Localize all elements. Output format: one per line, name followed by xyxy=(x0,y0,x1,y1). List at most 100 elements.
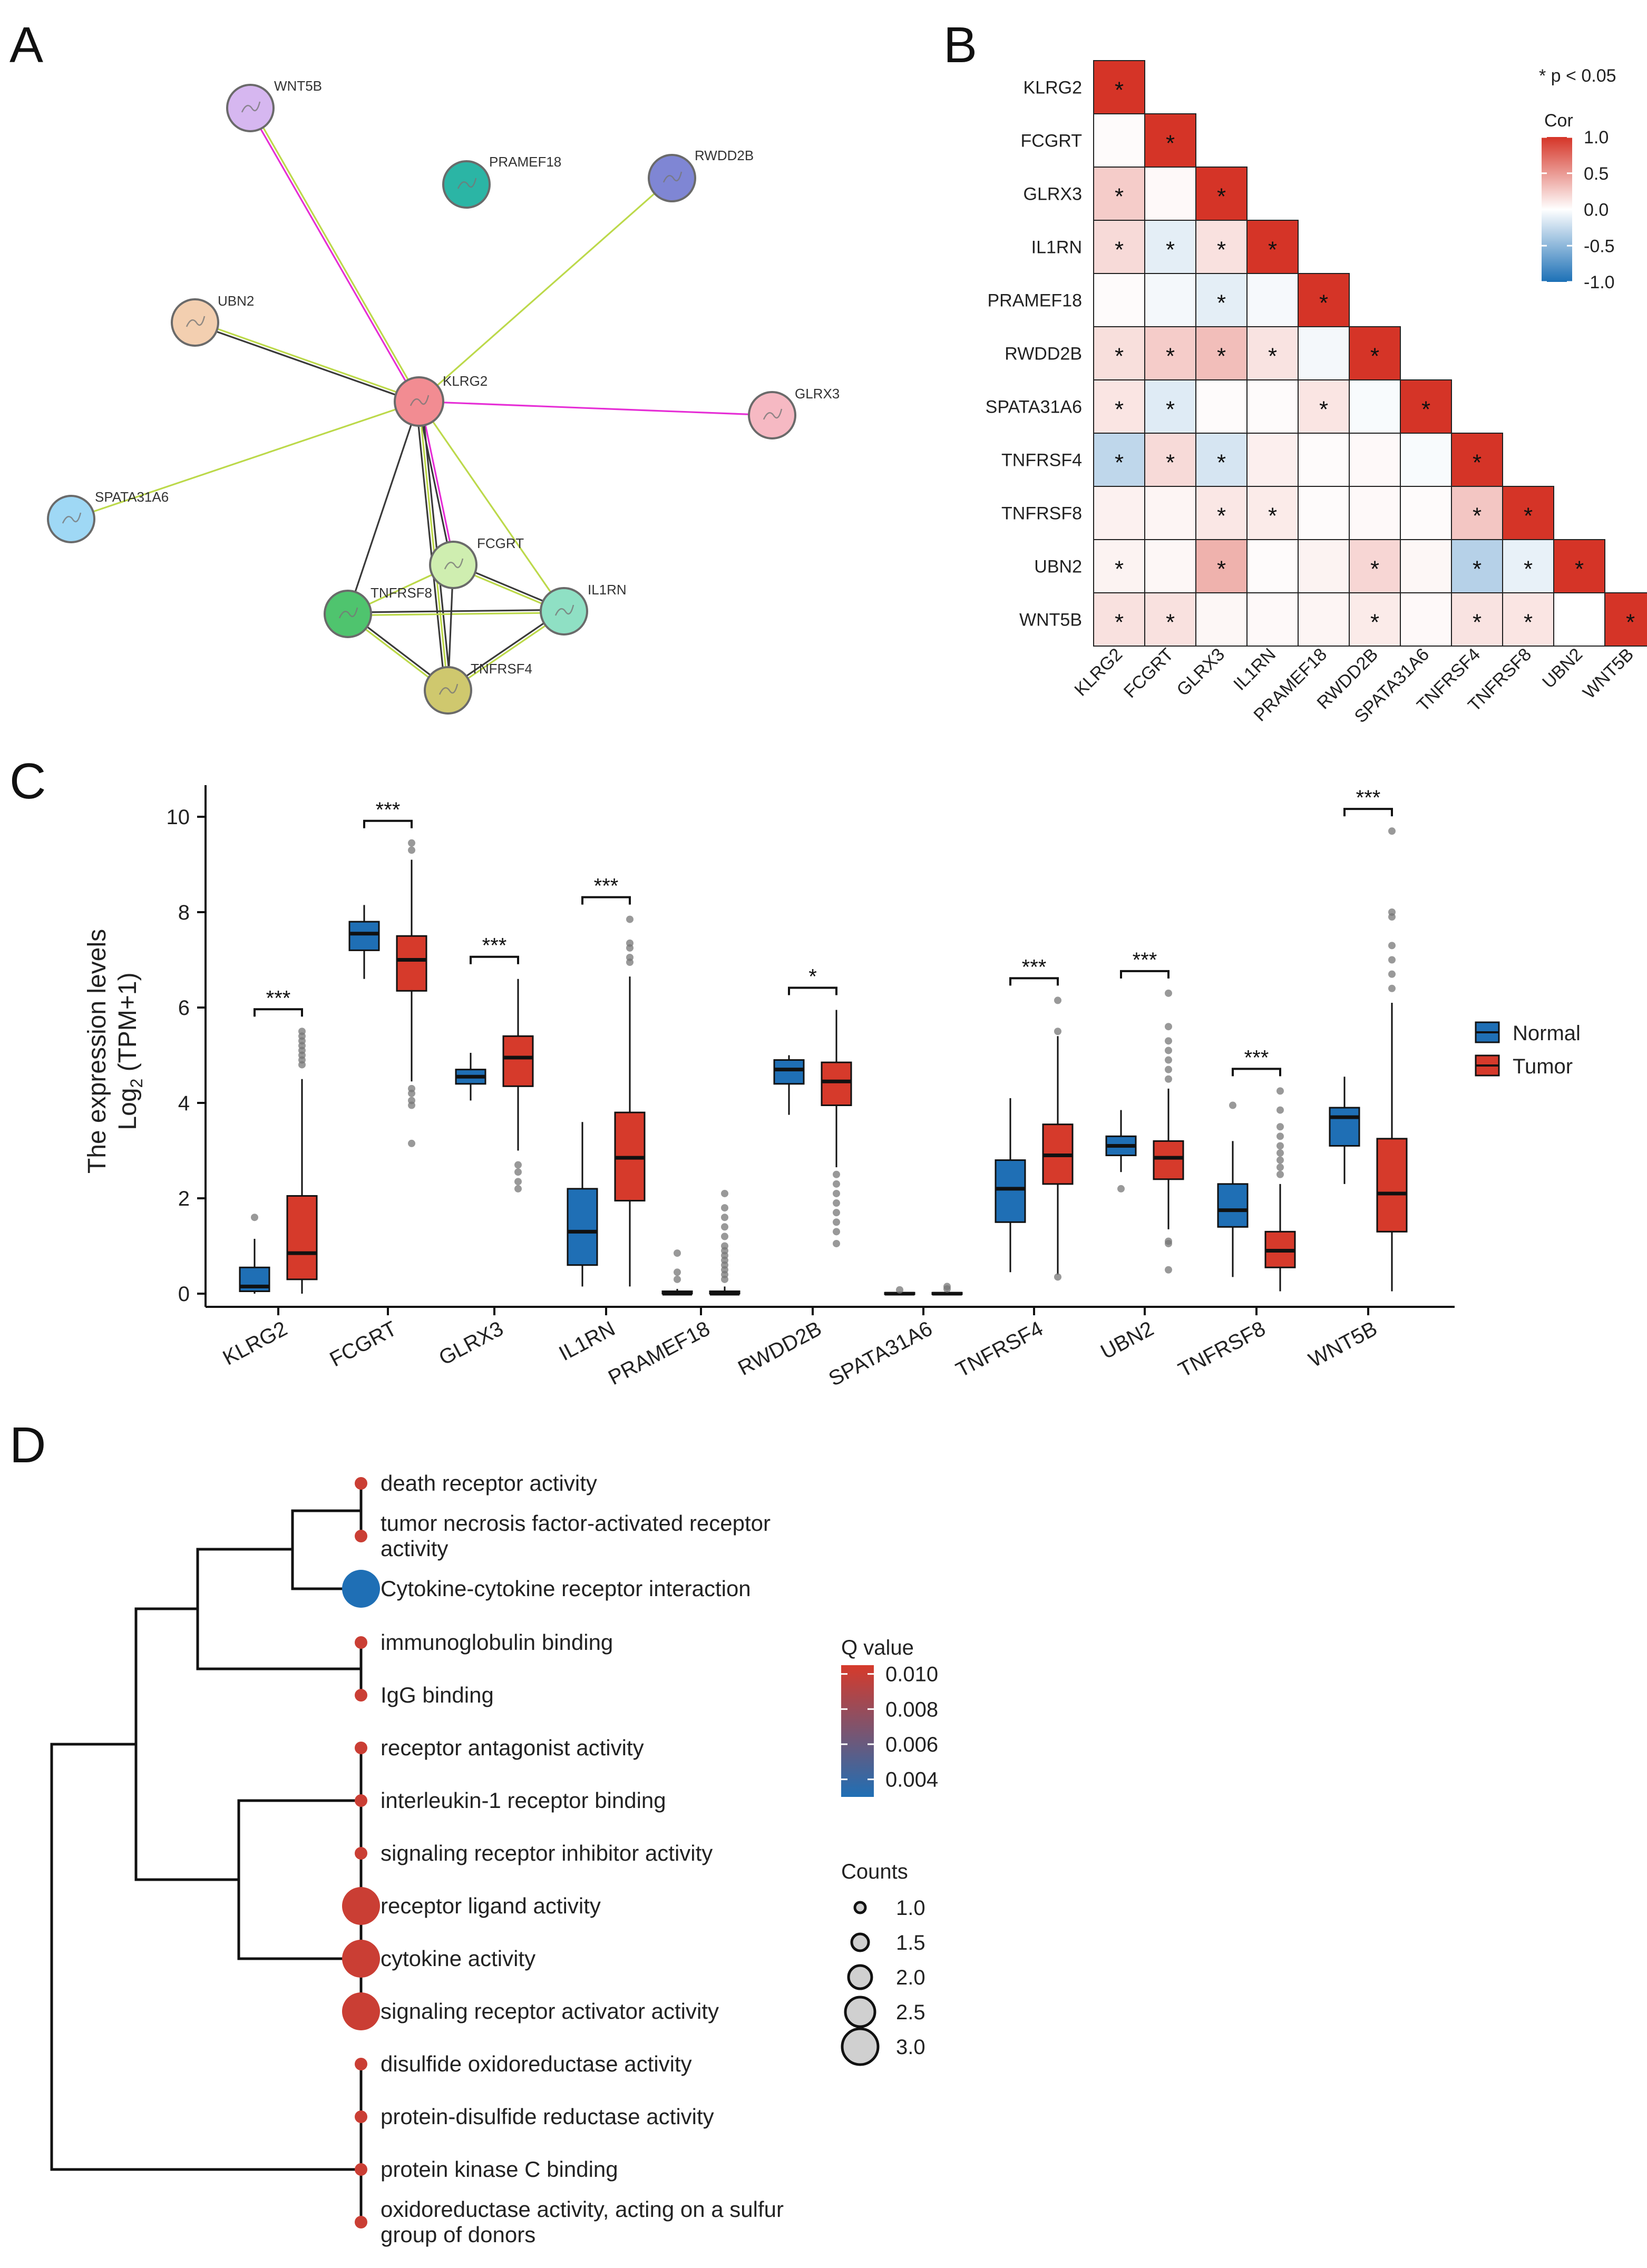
significance-star: * xyxy=(1166,131,1175,157)
outlier-point xyxy=(626,915,634,923)
box-normal xyxy=(773,1059,805,1085)
outlier-point xyxy=(833,1239,840,1247)
heatmap-cell xyxy=(1246,433,1299,487)
network-edge xyxy=(418,400,773,416)
heatmap-cell xyxy=(1349,379,1401,434)
term-point xyxy=(342,1992,380,2030)
term-label: cytokine activity xyxy=(381,1946,535,1971)
significance-star: * xyxy=(1524,556,1533,582)
outlier-point xyxy=(833,1228,840,1236)
significance-star: * xyxy=(1115,397,1124,423)
outlier-point xyxy=(1117,1185,1125,1192)
counts-legend-circle xyxy=(853,1901,867,1914)
outlier-point xyxy=(833,1209,840,1217)
x-tick-label: RWDD2B xyxy=(734,1317,825,1380)
network-node-label: RWDD2B xyxy=(695,148,754,163)
outlier-point xyxy=(1388,908,1396,916)
network-edge xyxy=(195,320,420,401)
significance-star: * xyxy=(1217,237,1226,263)
significance-star: * xyxy=(1115,556,1124,582)
network-edge xyxy=(418,177,673,403)
term-label: protein-disulfide reductase activity xyxy=(381,2104,714,2129)
significance-star: * xyxy=(1473,503,1482,529)
term-label: Cytokine-cytokine receptor interaction xyxy=(381,1576,751,1601)
panel-label-a: A xyxy=(9,17,43,73)
outlier-point xyxy=(1054,1273,1061,1281)
term-label: tumor necrosis factor-activated receptor xyxy=(381,1511,771,1536)
heatmap-cell xyxy=(1246,379,1299,434)
outlier-point xyxy=(1276,1123,1284,1131)
term-label: death receptor activity xyxy=(381,1471,597,1495)
q-colorbar xyxy=(841,1665,874,1797)
significance-bracket xyxy=(363,819,413,828)
significance-star: * xyxy=(1217,503,1226,529)
y-tick-label: 0 xyxy=(178,1283,190,1306)
significance-star: * xyxy=(1217,344,1226,369)
panel-label-d: D xyxy=(9,1417,46,1473)
significance-star: * xyxy=(1268,237,1277,263)
outlier-point xyxy=(251,1214,258,1221)
significance-star: * xyxy=(1370,344,1379,369)
x-tick-label: SPATA31A6 xyxy=(825,1317,936,1391)
counts-legend-circle xyxy=(844,1996,876,2028)
heatmap-cell xyxy=(1195,379,1248,434)
outlier-point xyxy=(1229,1101,1236,1109)
outlier-point xyxy=(674,1268,681,1276)
outlier-point xyxy=(408,1101,415,1109)
heatmap-row-label: TNFRSF8 xyxy=(1001,504,1082,524)
y-tick-label: 8 xyxy=(178,901,190,924)
network-node-tnfrsf8 xyxy=(324,590,372,638)
outlier-point xyxy=(1276,1170,1284,1178)
significance-star: * xyxy=(1626,610,1635,636)
term-label: protein kinase C binding xyxy=(381,2157,618,2182)
term-point xyxy=(342,1570,380,1608)
legend-title: Cor xyxy=(1544,111,1573,131)
counts-legend-circle xyxy=(841,2027,880,2066)
outlier-point xyxy=(721,1242,728,1250)
network-node-label: GLRX3 xyxy=(795,386,840,402)
network-node-label: IL1RN xyxy=(588,582,627,598)
y-tick-label: 6 xyxy=(178,996,190,1020)
significance-star: * xyxy=(1524,503,1533,529)
network-edge xyxy=(348,612,564,617)
heatmap-cell xyxy=(1298,273,1350,327)
heatmap-col-label: UBN2 xyxy=(1538,644,1586,692)
network-edge xyxy=(347,401,420,614)
heatmap-cell xyxy=(1093,486,1145,540)
significance-label: * xyxy=(808,965,817,989)
y-tick-label: 10 xyxy=(167,806,190,829)
panel-a-network: WNT5B PRAMEF18 RWDD2B UBN2 KLRG2 GLRX3 SPATA31… xyxy=(47,78,840,715)
box-tumor xyxy=(502,1035,534,1087)
heatmap-cell xyxy=(1298,433,1350,487)
term-label: receptor ligand activity xyxy=(381,1893,601,1918)
significance-bracket xyxy=(470,955,519,964)
outlier-point xyxy=(896,1286,903,1294)
q-legend-title: Q value xyxy=(841,1636,914,1659)
outlier-point xyxy=(721,1204,728,1212)
term-point xyxy=(342,1940,380,1978)
heatmap-cell xyxy=(1246,592,1299,647)
x-tick-label: KLRG2 xyxy=(219,1317,291,1370)
significance-label: *** xyxy=(376,798,401,822)
significance-bracket xyxy=(254,1008,303,1017)
node-structure-icon xyxy=(457,178,477,189)
significance-note: * p < 0.05 xyxy=(1539,66,1616,86)
legend-tick-label: 0.5 xyxy=(1584,164,1609,184)
network-node-fcgrt xyxy=(429,541,477,589)
significance-star: * xyxy=(1575,556,1584,582)
heatmap-cell xyxy=(1144,539,1196,593)
q-tick-label: 0.006 xyxy=(885,1733,938,1756)
outlier-point xyxy=(1276,1149,1284,1157)
box-normal xyxy=(1217,1183,1249,1228)
significance-star: * xyxy=(1473,450,1482,476)
significance-star: * xyxy=(1524,610,1533,636)
counts-legend-circle xyxy=(850,1932,870,1952)
heatmap-cell xyxy=(1349,592,1401,647)
node-structure-icon xyxy=(763,408,783,420)
counts-legend-circle xyxy=(847,1964,873,1990)
term-label: immunoglobulin binding xyxy=(381,1630,613,1655)
node-structure-icon xyxy=(338,607,358,619)
network-edge xyxy=(420,401,456,565)
